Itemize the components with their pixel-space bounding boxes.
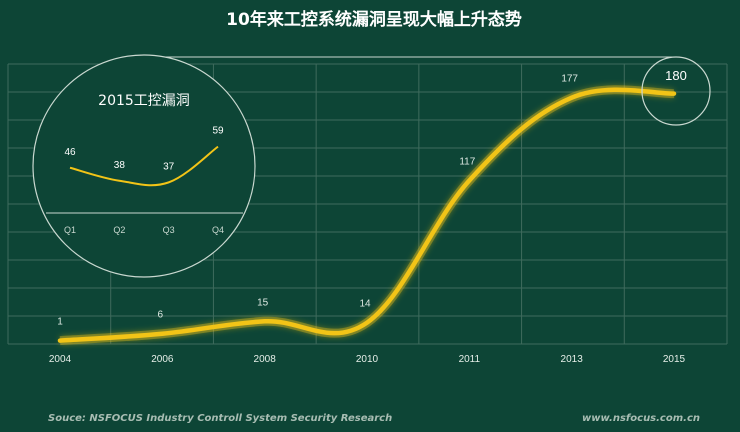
x-tick-label: 2006 — [151, 354, 174, 365]
highlight-data-label: 180 — [665, 68, 687, 83]
series-line — [57, 87, 677, 343]
x-tick-label: 2008 — [254, 354, 277, 365]
inset-data-label: 46 — [64, 147, 76, 158]
x-tick-label: 2011 — [459, 354, 481, 365]
data-label: 14 — [359, 299, 371, 310]
source-note: Souce: NSFOCUS Industry Controll System … — [48, 413, 392, 424]
inset-circle — [32, 54, 256, 278]
x-axis-ticks: 2004 2006 2008 2010 2011 2013 2015 — [49, 354, 686, 365]
inset-data-label: 37 — [163, 161, 175, 172]
x-tick-label: 2010 — [356, 354, 379, 365]
x-tick-label: 2004 — [49, 354, 72, 365]
inset-title: 2015工控漏洞 — [98, 93, 190, 109]
data-label: 1 — [57, 317, 63, 328]
inset-data-labels: 46 38 37 59 — [64, 126, 224, 173]
highlight-label-group: 180 — [665, 68, 687, 83]
highlight-circle — [641, 56, 711, 126]
data-label: 15 — [257, 297, 269, 308]
inset-series-line — [69, 145, 219, 187]
x-tick-label: 2013 — [561, 354, 584, 365]
website-link[interactable]: www.nsfocus.com.cn — [582, 413, 700, 424]
data-label: 6 — [158, 310, 164, 321]
inset-data-label: 38 — [114, 160, 126, 171]
inset-x-tick-label: Q3 — [163, 225, 175, 235]
inset-x-tick-label: Q4 — [212, 225, 224, 235]
chart-title: 10年来工控系统漏洞呈现大幅上升态势 — [226, 9, 522, 30]
inset-x-tick-label: Q2 — [113, 225, 125, 235]
x-tick-label: 2015 — [663, 354, 686, 365]
inset-x-ticks: Q1 Q2 Q3 Q4 — [64, 225, 224, 235]
data-label: 117 — [459, 157, 475, 168]
inset-data-label: 59 — [212, 126, 224, 137]
data-label: 177 — [561, 74, 578, 85]
inset-x-tick-label: Q1 — [64, 225, 76, 235]
